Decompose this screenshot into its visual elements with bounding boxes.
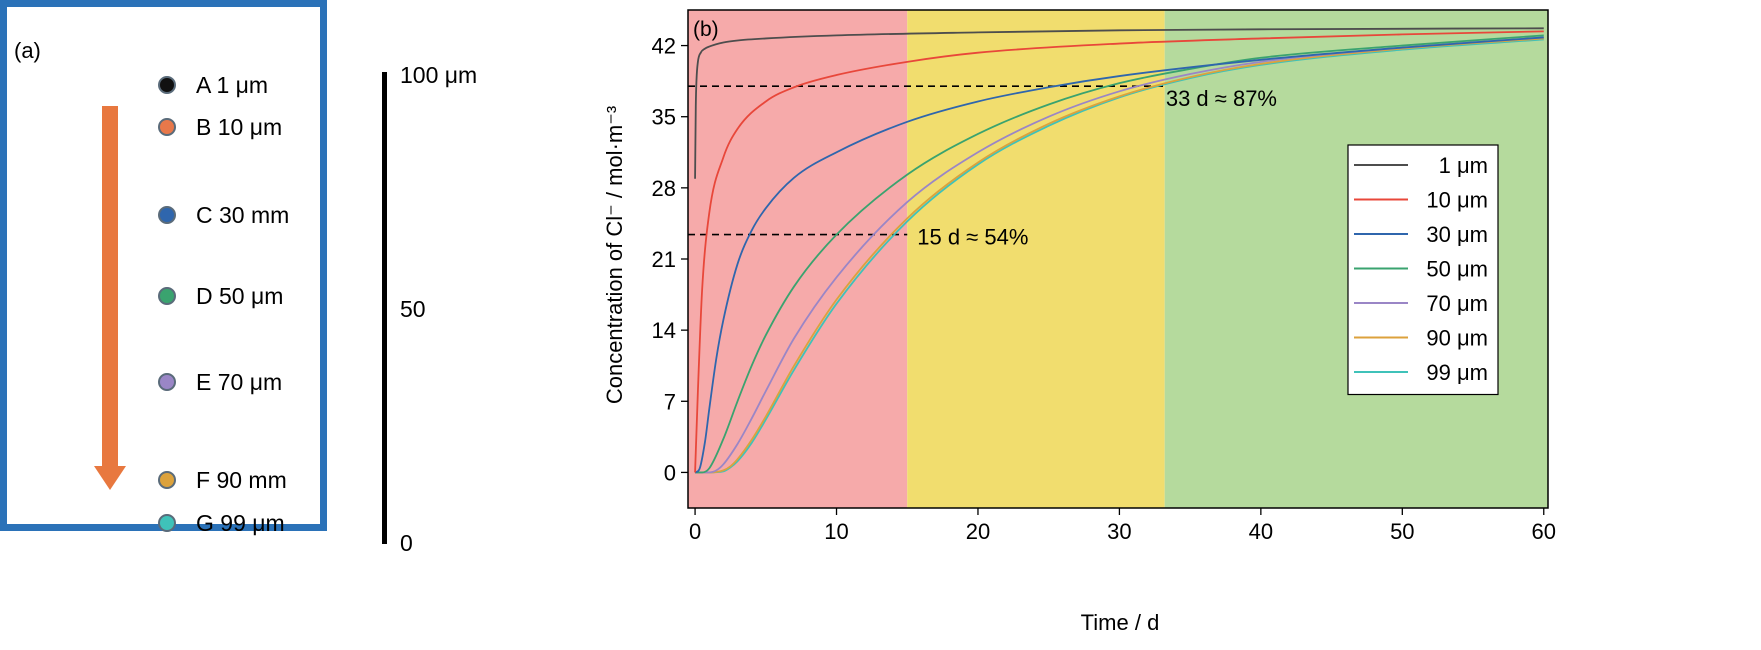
x-tick-label-2: 20: [966, 519, 990, 544]
series-lines: [694, 27, 1544, 474]
x-axis-label: Time / d: [1081, 610, 1160, 635]
depth-point-6-label: G 99 μm: [196, 510, 285, 536]
series-line-2: [694, 36, 1544, 474]
legend-label-5: 90 μm: [1426, 326, 1488, 351]
x-tick-label-1: 10: [824, 519, 848, 544]
y-tick-label-2: 14: [652, 318, 676, 343]
depth-point-3-label: D 50 μm: [196, 283, 284, 309]
depth-point-1-label: B 10 μm: [196, 114, 283, 140]
legend: 1 μm 10 μm 30 μm 50 μm 70 μm 90 μm 99 μm: [1347, 144, 1499, 396]
annotations: 33 d ≈ 87% 15 d ≈ 54%: [917, 86, 1277, 249]
depth-point-4-marker: [158, 373, 176, 391]
series-line-0: [694, 27, 1544, 179]
y-tick-label-6: 42: [652, 34, 676, 59]
region-0: [688, 10, 908, 508]
depth-point-4-label: E 70 μm: [196, 369, 283, 395]
legend-box: [1347, 144, 1499, 396]
legend-label-4: 70 μm: [1426, 291, 1488, 316]
annotation-1: 15 d ≈ 54%: [917, 225, 1028, 250]
y-tick-label-1: 7: [664, 389, 676, 414]
y-tick-label-5: 35: [652, 105, 676, 130]
annotation-0: 33 d ≈ 87%: [1166, 86, 1277, 111]
panel-b-label: (b): [693, 18, 719, 41]
depth-arrow-head: [94, 466, 126, 490]
reference-lines: [688, 85, 1165, 236]
y-axis-ticks: 0 7 14 21 28 35 42: [652, 34, 688, 485]
x-tick-label-6: 60: [1532, 519, 1556, 544]
x-tick-label-5: 50: [1390, 519, 1414, 544]
x-tick-label-3: 30: [1107, 519, 1131, 544]
panel-a-label: (a): [14, 38, 41, 63]
depth-point-1-marker: [158, 118, 176, 136]
depth-point-2-marker: [158, 206, 176, 224]
series-line-1: [694, 30, 1544, 473]
legend-label-2: 30 μm: [1426, 222, 1488, 247]
depth-point-0-marker: [158, 76, 176, 94]
depth-point-0-label: A 1 μm: [196, 72, 269, 98]
scale-bottom-label: 0: [400, 530, 413, 556]
y-tick-label-4: 28: [652, 176, 676, 201]
x-tick-label-0: 0: [689, 519, 701, 544]
series-line-3: [695, 34, 1544, 474]
x-axis-ticks: 0 10 20 30 40 50 60: [689, 508, 1556, 544]
depth-arrow-layer: [94, 72, 387, 544]
scale-mid-label: 50: [400, 296, 426, 322]
legend-label-3: 50 μm: [1426, 257, 1488, 282]
depth-panel: (a) A 1 μm B 10 μm C 30 mm D 50 μm E 70 μm F …: [0, 0, 478, 556]
depth-arrow-shaft: [102, 106, 118, 466]
region-1: [907, 10, 1165, 508]
scale-top-label: 100 μm: [400, 62, 478, 88]
depth-point-3-marker: [158, 287, 176, 305]
depth-point-2-label: C 30 mm: [196, 202, 290, 228]
y-tick-label-3: 21: [652, 247, 676, 272]
depth-point-5-marker: [158, 471, 176, 489]
y-tick-label-0: 0: [664, 460, 676, 485]
x-tick-label-4: 40: [1249, 519, 1273, 544]
legend-label-6: 99 μm: [1426, 360, 1488, 385]
legend-label-1: 10 μm: [1426, 188, 1488, 213]
series-line-5: [695, 37, 1544, 474]
scale-bar: [382, 72, 387, 544]
series-line-4: [695, 36, 1544, 474]
depth-point-6-marker: [158, 514, 176, 532]
y-axis-label: Concentration of Cl⁻ / mol·m⁻³: [602, 106, 627, 404]
legend-label-0: 1 μm: [1439, 153, 1488, 178]
depth-point-5-label: F 90 mm: [196, 467, 287, 493]
